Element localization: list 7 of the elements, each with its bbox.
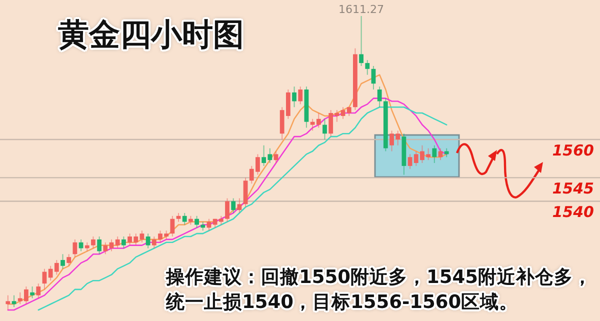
annotation: 1611.27	[338, 3, 384, 16]
annotation: 统一止损1540，目标1556-1560区域。	[166, 291, 518, 314]
text: 1545	[552, 180, 594, 198]
chart-title: 黄金四小时图	[58, 16, 244, 55]
annotation: 操作建议：回撤1550附近多，1545附近补仓多，	[166, 266, 592, 289]
text: 1540	[552, 203, 594, 222]
text: 1560	[552, 141, 594, 160]
